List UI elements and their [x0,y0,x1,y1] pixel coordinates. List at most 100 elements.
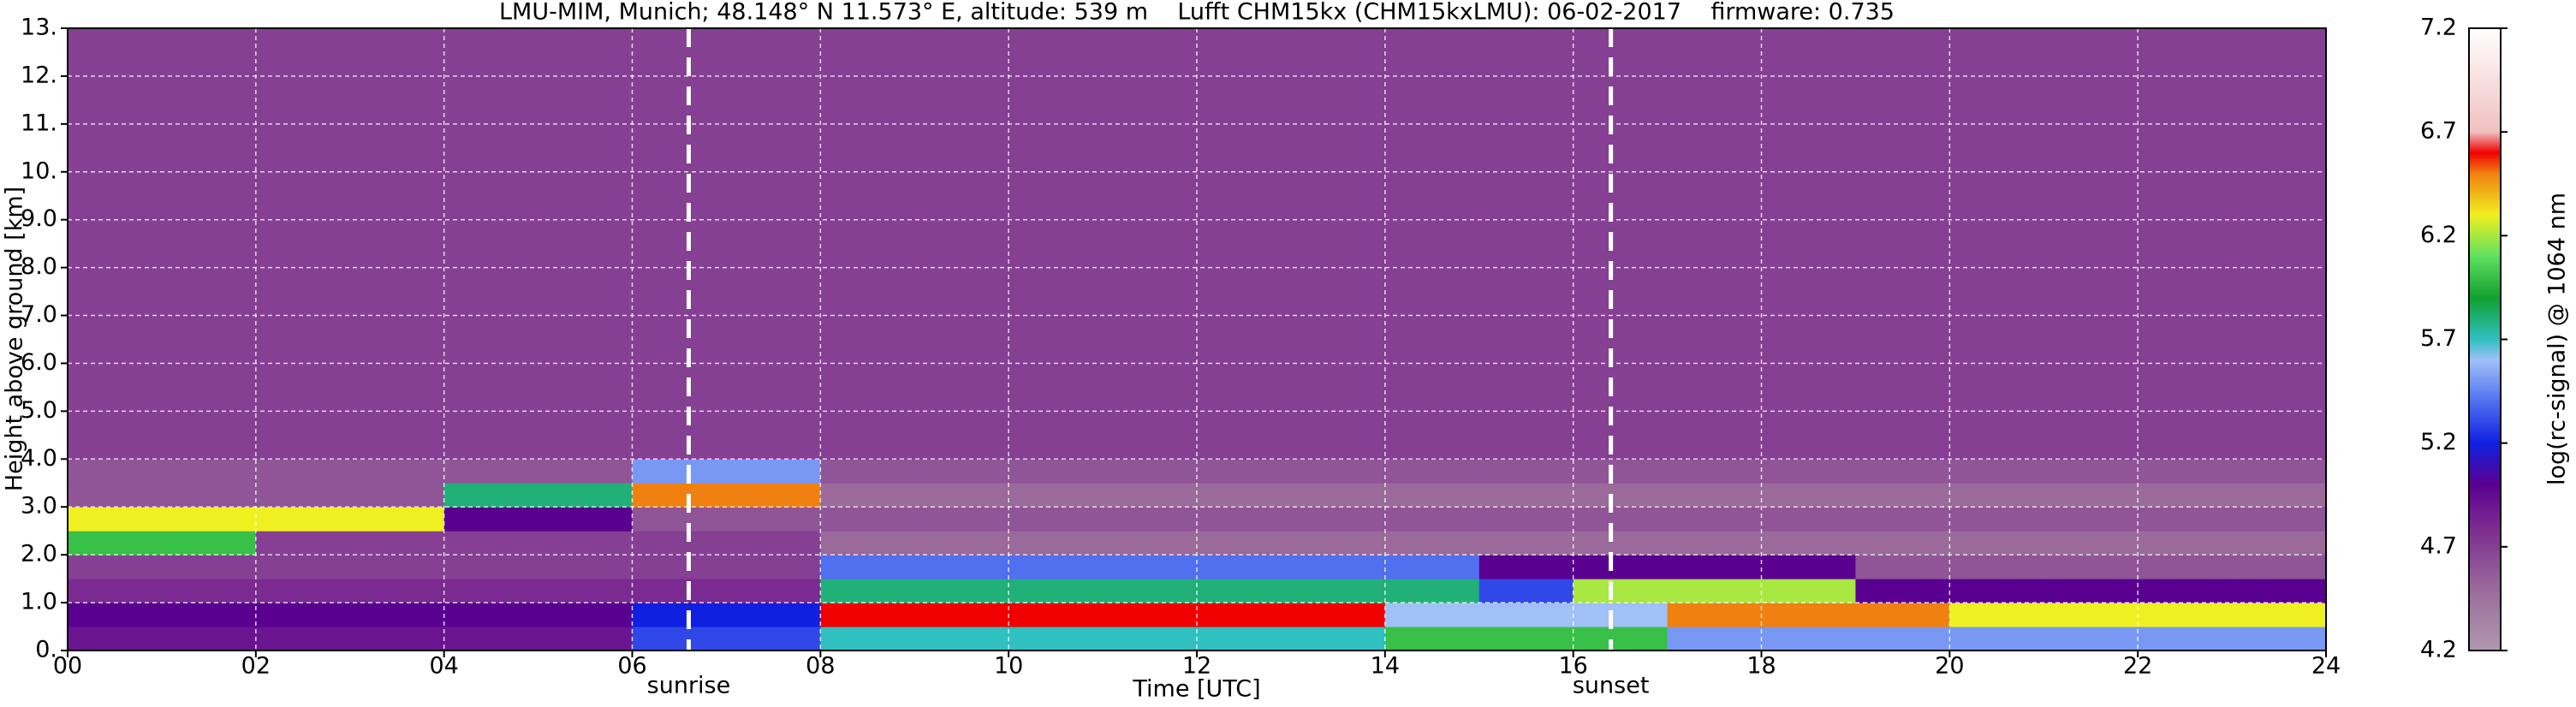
heatmap-cell [443,531,539,556]
heatmap-cell [2232,459,2327,484]
heatmap-cell [2138,603,2233,627]
heatmap-cell [1855,627,1950,651]
heatmap-cell [1949,603,2044,627]
heatmap-cell [726,507,821,532]
heatmap-cell [1008,483,1104,508]
heatmap-cell [2044,579,2139,603]
heatmap-cell [914,28,1009,460]
heatmap-cell [1478,579,1574,603]
y-tick-label: 1.0 [21,589,57,615]
heatmap-cell [1761,507,1856,532]
heatmap-cell [1949,507,2044,532]
heatmap-cell [1103,603,1198,627]
heatmap-cell [161,483,257,508]
heatmap-cell [1761,603,1856,627]
x-tick-label: 16 [1558,653,1587,680]
heatmap-cell [2044,555,2139,579]
heatmap-cell [161,579,257,603]
heatmap-cell [255,603,351,627]
colorbar-label: log(rc-signal) @ 1064 nm [2544,193,2571,485]
heatmap-cell [349,459,445,484]
heatmap-cell [632,483,727,508]
x-tick-label: 24 [2311,653,2341,680]
heatmap-cell [2044,483,2139,508]
heatmap-cell [632,459,727,484]
heatmap-cell [1761,531,1856,556]
colorbar-tick-label: 6.2 [2420,222,2457,248]
heatmap-cell [1761,579,1856,603]
heatmap-cell [2044,28,2139,460]
y-tick-label: 4.0 [21,445,57,472]
y-tick-label: 8.0 [21,253,57,280]
heatmap-cell [443,579,539,603]
x-tick-label: 12 [1182,653,1211,680]
x-tick-label: 10 [994,653,1023,680]
y-tick-label: 9.0 [21,205,57,232]
x-tick-label: 04 [429,653,458,680]
heatmap-cell [255,579,351,603]
heatmap-cell [632,507,727,532]
heatmap-cell [255,531,351,556]
heatmap-cell [1197,627,1292,651]
y-tick-label: 5.0 [21,397,57,424]
heatmap-cell [2044,507,2139,532]
heatmap-cell [161,627,257,651]
heatmap-cell [538,627,633,651]
y-tick-label: 3.0 [21,493,57,520]
heatmap-cell [349,579,445,603]
heatmap-cell [1478,459,1574,484]
heatmap-cell [1103,507,1198,532]
heatmap-cell [726,483,821,508]
heatmap-cell [68,507,163,532]
heatmap-cell [538,507,633,532]
heatmap-cell [2232,555,2327,579]
heatmap-cell [538,483,633,508]
heatmap-cell [914,507,1009,532]
heatmap-cell [726,531,821,556]
heatmap-cell [1667,627,1762,651]
heatmap-cell [1478,603,1574,627]
y-tick-label: 13. [21,15,57,41]
heatmap-cell [538,531,633,556]
heatmap-cell [2138,531,2233,556]
heatmap-cell [1761,555,1856,579]
heatmap-cell [1197,483,1292,508]
heatmap-cell [1008,507,1104,532]
heatmap-cell [1290,507,1386,532]
heatmap-cell [1573,579,1669,603]
heatmap-cell [632,627,727,651]
heatmap-cell [914,483,1009,508]
x-tick-label: 20 [1935,653,1964,680]
heatmap-cell [2138,579,2233,603]
heatmap-cell [161,459,257,484]
colorbar-tick-label: 5.7 [2420,325,2457,352]
heatmap-cell [1667,555,1762,579]
heatmap-cell [726,579,821,603]
heatmap-cell [443,459,539,484]
heatmap-cell [2138,459,2233,484]
heatmap-cell [2138,555,2233,579]
colorbar-tick-label: 6.7 [2420,118,2457,145]
heatmap-cell [1197,603,1292,627]
heatmap-cell [349,28,445,460]
heatmap-cell [1573,603,1669,627]
heatmap-cell [161,555,257,579]
heatmap-cell [1855,555,1950,579]
heatmap-cell [1761,627,1856,651]
heatmap-cell [2138,627,2233,651]
heatmap-cell [349,603,445,627]
heatmap-cell [1384,483,1480,508]
heatmap-cell [1008,555,1104,579]
heatmap-cell [1384,579,1480,603]
heatmap-cell [1384,28,1480,460]
heatmap-cell [349,507,445,532]
heatmap-cell [1573,28,1669,460]
heatmap-cell [2044,603,2139,627]
heatmap-cell [1949,483,2044,508]
heatmap-cell [1290,579,1386,603]
colorbar-tick-label: 7.2 [2420,15,2457,41]
heatmap-cell [538,459,633,484]
y-tick-label: 2.0 [21,541,57,567]
heatmap-cell [1103,531,1198,556]
heatmap-cell [1667,603,1762,627]
